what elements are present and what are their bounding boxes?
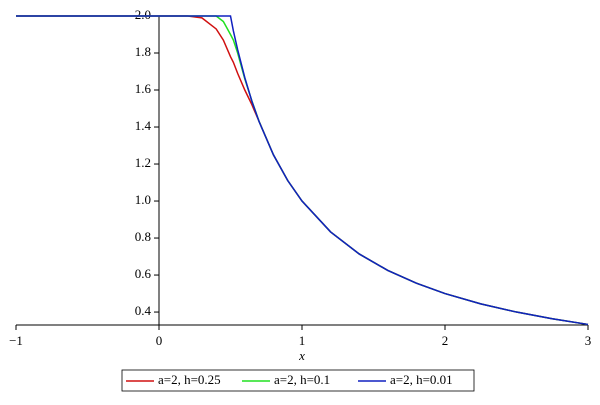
y-tick-label: 0.4 (135, 303, 152, 318)
line-series (16, 15, 589, 326)
x-axis-label: x (298, 348, 305, 363)
legend-label: a=2, h=0.1 (274, 372, 330, 387)
line-series (16, 15, 589, 326)
y-tick-label: 1.8 (135, 44, 151, 59)
y-tick-label: 1.4 (135, 118, 152, 133)
y-tick-label: 1.0 (135, 192, 151, 207)
line-series (16, 15, 589, 326)
x-tick-label: 3 (585, 333, 592, 348)
y-tick-label: 0.6 (135, 266, 152, 281)
x-tick-label: 1 (299, 333, 306, 348)
legend-label: a=2, h=0.01 (390, 372, 453, 387)
y-tick-label: 1.6 (135, 81, 152, 96)
y-tick-label: 2.0 (135, 7, 151, 22)
y-tick-label: 0.8 (135, 229, 151, 244)
legend-box (121, 369, 475, 392)
x-tick-label: 0 (156, 333, 163, 348)
y-tick-label: 1.2 (135, 155, 151, 170)
legend-label: a=2, h=0.25 (158, 372, 221, 387)
x-tick-label: 2 (442, 333, 449, 348)
x-tick-label: −1 (9, 333, 23, 348)
